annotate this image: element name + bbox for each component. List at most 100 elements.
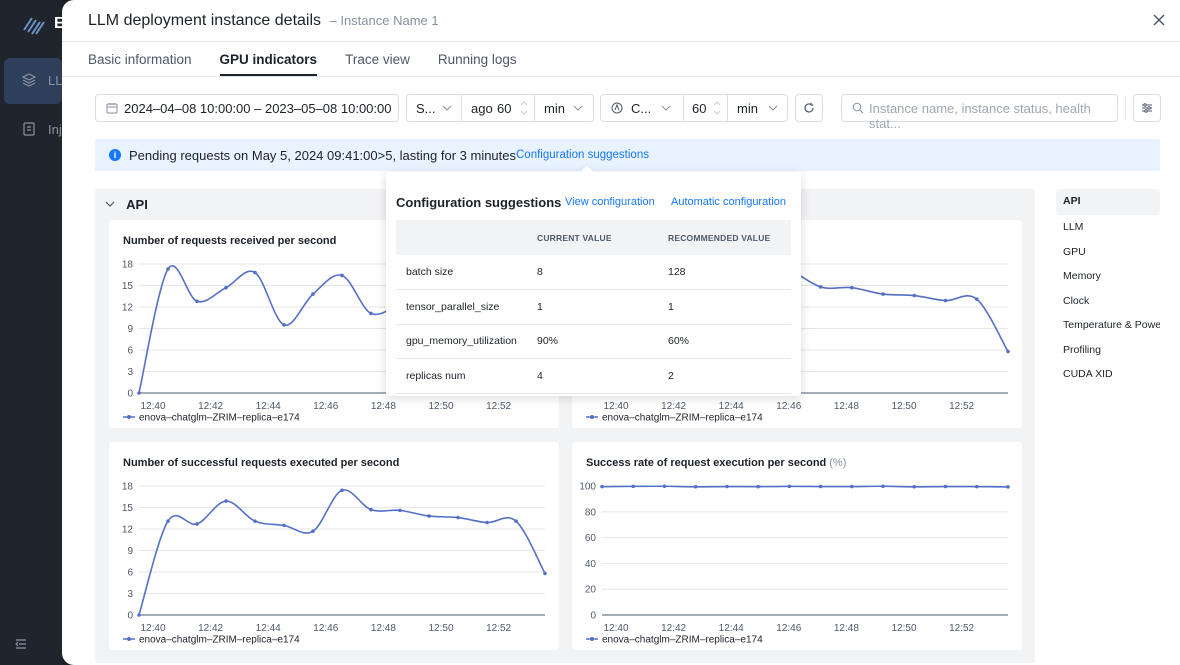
number-stepper-icon[interactable]: [712, 97, 722, 119]
chevron-down-icon[interactable]: [767, 102, 779, 114]
y-tick-label: 0: [127, 611, 133, 622]
tab-running-logs[interactable]: Running logs: [437, 52, 517, 67]
app-nav-llm[interactable]: LL: [4, 58, 62, 104]
refresh-value-input[interactable]: 60: [692, 101, 707, 116]
data-point: [485, 520, 489, 525]
anchor-item-clock[interactable]: Clock: [1063, 294, 1090, 307]
x-tick-label: 12:44: [256, 401, 281, 412]
x-tick-label: 12:50: [428, 623, 453, 634]
number-stepper-icon[interactable]: [519, 97, 529, 119]
anchor-item-temperature-power[interactable]: Temperature & Powe: [1063, 319, 1160, 331]
x-tick-label: 12:46: [313, 401, 338, 412]
data-point: [137, 391, 141, 395]
y-tick-label: 18: [122, 482, 134, 493]
y-tick-label: 0: [590, 611, 596, 622]
x-tick-label: 12:48: [834, 623, 859, 634]
ago-unit-select[interactable]: min: [544, 101, 565, 116]
anchor-item-profiling[interactable]: Profiling: [1063, 343, 1101, 356]
data-point: [850, 484, 854, 489]
legend-marker: [127, 415, 131, 419]
data-point: [912, 293, 917, 298]
table-row: gpu_memory_utilization 90% 60%: [396, 324, 791, 359]
data-point: [974, 297, 979, 301]
current-value: 8: [527, 255, 658, 290]
logo-letter: E: [54, 15, 65, 32]
chevron-down-icon[interactable]: [660, 102, 672, 114]
y-tick-label: 15: [122, 503, 134, 514]
data-point: [818, 484, 823, 489]
y-tick-label: 9: [127, 324, 133, 335]
data-point: [195, 522, 199, 526]
tabs-divider: [62, 76, 1180, 77]
chevron-down-icon[interactable]: [572, 102, 584, 114]
x-tick-label: 12:46: [313, 623, 338, 634]
collapse-icon[interactable]: [14, 637, 28, 651]
data-point: [369, 311, 373, 316]
y-tick-label: 6: [127, 568, 133, 579]
anchor-item-gpu[interactable]: GPU: [1063, 245, 1086, 258]
x-tick-label: 12:50: [428, 401, 453, 412]
app-sidebar: E LL Inj: [0, 0, 65, 665]
close-icon[interactable]: [1152, 13, 1166, 27]
y-tick-label: 18: [122, 260, 134, 271]
chart-title: Number of successful requests executed p…: [123, 457, 400, 469]
x-tick-label: 12:44: [719, 401, 744, 412]
column-header-current: CURRENT VALUE: [527, 220, 658, 255]
tab-basic-information[interactable]: Basic information: [88, 52, 192, 67]
data-point: [818, 285, 823, 289]
data-point: [253, 270, 257, 275]
configuration-suggestions-popover: Configuration suggestions View configura…: [386, 164, 801, 396]
view-configuration-link[interactable]: View configuration: [565, 196, 655, 208]
data-point: [662, 484, 667, 489]
ago-value-input[interactable]: 60: [497, 101, 512, 116]
refresh-unit-select[interactable]: min: [737, 101, 758, 116]
refresh-button[interactable]: [795, 94, 823, 122]
anchor-item-api[interactable]: API: [1056, 189, 1160, 215]
configuration-suggestions-link[interactable]: Configuration suggestions: [516, 149, 649, 161]
requests-received-chart: 0 3 6 9 12 15 18 12:40 12:42 12:44 12:46 12:48 12:50…: [122, 260, 545, 424]
x-tick-label: 12:50: [891, 623, 916, 634]
instance-details-drawer: LLM deployment instance details – Instan…: [62, 0, 1180, 665]
current-value: 90%: [527, 324, 658, 359]
success-rate-chart: 0 20 40 60 80 100 12:40 12:42 12:44 12:46 12:48 12:…: [579, 482, 1010, 646]
legend-label: enova–chatglm–ZRIM–replica–e174: [139, 413, 300, 424]
app-nav-label: LL: [48, 73, 63, 88]
automatic-configuration-link[interactable]: Automatic configuration: [671, 196, 786, 208]
mode-select-value[interactable]: S...: [416, 101, 436, 116]
y-tick-label: 12: [122, 525, 134, 536]
tab-gpu-indicators[interactable]: GPU indicators: [219, 42, 317, 76]
divider: [534, 95, 535, 121]
data-point: [398, 508, 402, 513]
chart-card: Success rate of request execution per se…: [572, 442, 1022, 650]
anchor-item-cuda-xid[interactable]: CUDA XID: [1063, 368, 1113, 380]
app-nav-inj[interactable]: Inj: [4, 107, 62, 153]
anchor-item-memory[interactable]: Memory: [1063, 270, 1101, 282]
calendar-icon: [106, 103, 118, 114]
chevron-down-icon[interactable]: [105, 199, 115, 209]
param-name: gpu_memory_utilization: [396, 324, 527, 359]
search-input[interactable]: Instance name, instance status, health s…: [841, 94, 1118, 131]
param-name: batch size: [396, 255, 527, 290]
divider: [461, 95, 462, 121]
app-nav-label: Inj: [48, 122, 62, 137]
data-point: [224, 499, 228, 503]
drawer-title-text: LLM deployment instance details: [88, 12, 322, 29]
x-tick-label: 12:42: [661, 401, 686, 412]
y-tick-label: 15: [122, 281, 134, 292]
alert-message: Pending requests on May 5, 2024 09:41:00…: [129, 148, 517, 163]
document-icon: [23, 122, 35, 136]
refresh-select-value[interactable]: C...: [631, 101, 652, 116]
y-tick-label: 12: [122, 303, 134, 314]
tab-trace-view[interactable]: Trace view: [345, 52, 410, 67]
legend-marker: [590, 415, 594, 419]
chevron-down-icon[interactable]: [441, 102, 453, 114]
data-point: [282, 523, 286, 528]
filter-settings-button[interactable]: [1133, 94, 1161, 122]
anchor-item-llm[interactable]: LLM: [1063, 221, 1084, 233]
date-range-picker[interactable]: 2024–04–08 10:00:00 – 2023–05–08 10:00:0…: [95, 94, 399, 122]
x-tick-label: 12:40: [603, 401, 628, 412]
data-point: [756, 484, 760, 489]
section-header[interactable]: API: [105, 197, 148, 212]
data-point: [543, 571, 547, 576]
refresh-interval-group: C... 60 min: [600, 94, 788, 122]
